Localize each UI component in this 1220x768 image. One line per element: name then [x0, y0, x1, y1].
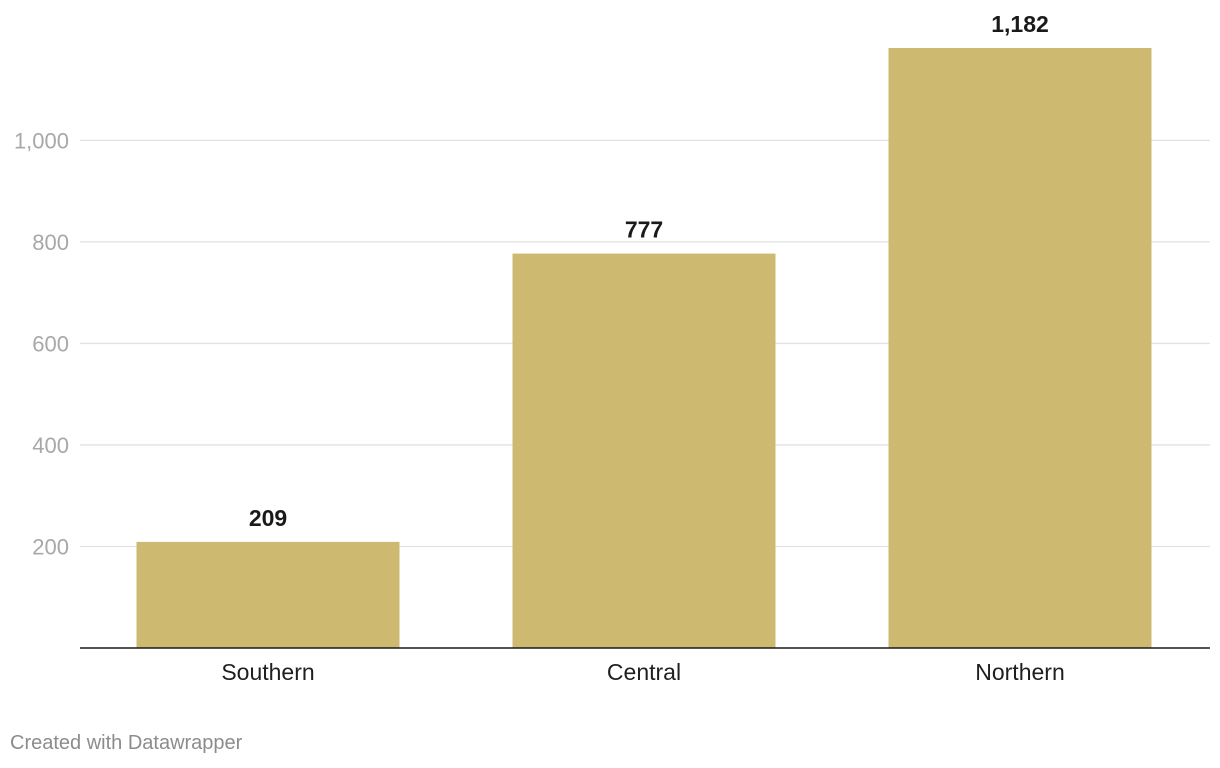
x-axis-ticks: Southern Central Northern: [221, 659, 1064, 685]
bar-northern: [888, 48, 1152, 648]
y-tick-label: 200: [32, 534, 69, 559]
bars: [136, 48, 1152, 649]
data-labels: 209 777 1,182: [249, 11, 1049, 531]
data-label: 1,182: [991, 11, 1049, 37]
y-tick-label: 600: [32, 331, 69, 356]
y-tick-label: 400: [32, 433, 69, 458]
data-label: 209: [249, 505, 287, 531]
y-axis-ticks: 200 400 600 800 1,000: [14, 128, 69, 559]
x-tick-label: Southern: [221, 659, 314, 685]
x-tick-label: Central: [607, 659, 681, 685]
y-tick-label: 1,000: [14, 128, 69, 153]
bar-central: [512, 253, 776, 649]
data-label: 777: [625, 217, 663, 243]
x-tick-label: Northern: [975, 659, 1064, 685]
bar-southern: [136, 541, 400, 648]
footer-credit: Created with Datawrapper: [10, 732, 243, 754]
y-tick-label: 800: [32, 230, 69, 255]
